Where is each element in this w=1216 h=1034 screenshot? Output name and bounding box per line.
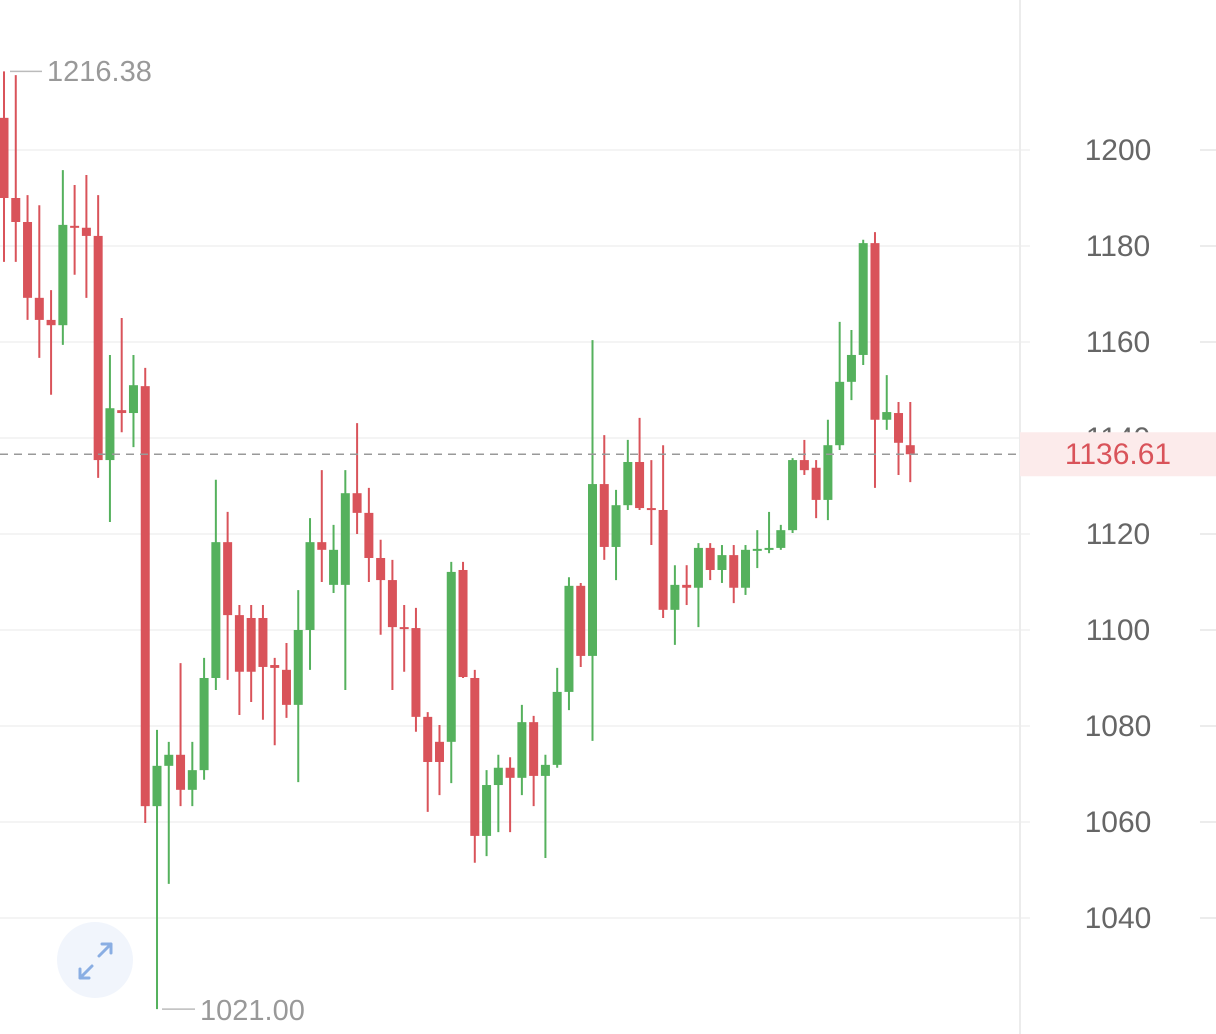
- candle-body: [599, 484, 609, 547]
- candle-body: [117, 410, 127, 414]
- candle-body: [823, 445, 833, 500]
- candle-body: [329, 549, 339, 585]
- candle-body: [305, 542, 315, 630]
- candle-body: [340, 493, 350, 585]
- candle-body: [576, 585, 586, 656]
- candle-body: [882, 412, 892, 420]
- y-tick-label: 1200: [1085, 134, 1152, 167]
- candle-body: [234, 615, 244, 672]
- candle-body: [387, 580, 397, 628]
- candle-body: [164, 754, 174, 766]
- candle-body: [70, 225, 80, 228]
- candle-body: [858, 243, 868, 355]
- candle-body: [564, 585, 574, 692]
- candle-body: [187, 770, 197, 790]
- candle-body: [588, 484, 597, 656]
- expand-button[interactable]: [57, 922, 133, 998]
- candle-body: [93, 235, 103, 461]
- candle-body: [552, 691, 562, 765]
- last-price-box: [1020, 432, 1216, 477]
- candle-body: [399, 627, 409, 630]
- candle-body: [752, 548, 762, 551]
- candles: [0, 71, 915, 1010]
- candle-body: [211, 542, 221, 678]
- y-tick-label: 1080: [1085, 710, 1152, 743]
- candle-body: [317, 542, 327, 550]
- y-tick-label: 1040: [1085, 902, 1152, 935]
- candle-body: [670, 584, 680, 610]
- candle-body: [434, 741, 444, 762]
- candle-body: [0, 117, 9, 198]
- candle-body: [493, 767, 503, 786]
- candle-body: [846, 354, 856, 382]
- candle-body: [470, 677, 480, 836]
- candle-body: [635, 461, 645, 509]
- expand-button-bg[interactable]: [57, 922, 133, 998]
- candle-body: [611, 505, 621, 547]
- candle-body: [764, 547, 774, 550]
- overlay: 1216.38 1021.00 1136.61: [0, 56, 1216, 1027]
- candle-body: [894, 413, 904, 443]
- candle-body: [352, 493, 362, 513]
- low-marker-label: 1021.00: [200, 995, 305, 1027]
- candle-body: [246, 617, 256, 672]
- candle-body: [540, 764, 550, 776]
- candle-body: [140, 386, 150, 807]
- y-tick-label: 1100: [1086, 614, 1151, 647]
- candle-body: [693, 547, 703, 588]
- candle-body: [128, 385, 138, 414]
- candle-body: [46, 319, 56, 326]
- candle-body: [281, 669, 291, 705]
- candle-body: [411, 628, 421, 717]
- candle-body: [517, 722, 527, 778]
- candle-body: [293, 629, 303, 705]
- candle-body: [799, 460, 809, 471]
- candle-body: [258, 617, 268, 667]
- candle-body: [811, 467, 821, 500]
- candle-body: [788, 460, 798, 531]
- candle-body: [105, 408, 115, 461]
- candle-body: [646, 508, 656, 511]
- grid: 104010601080110011201140116011801200: [0, 134, 1216, 935]
- candle-body: [717, 555, 727, 570]
- candle-body: [223, 542, 233, 616]
- expand-icon[interactable]: [78, 942, 113, 980]
- candle-body: [776, 530, 786, 548]
- y-tick-label: 1060: [1085, 806, 1152, 839]
- candle-body: [705, 547, 715, 570]
- candle-body: [482, 785, 492, 836]
- candle-body: [376, 557, 386, 581]
- high-marker-label: 1216.38: [47, 56, 152, 88]
- candle-body: [505, 767, 515, 778]
- candle-body: [364, 512, 374, 558]
- candle-body: [682, 584, 692, 588]
- candle-body: [58, 224, 68, 326]
- candle-body: [176, 754, 186, 790]
- y-tick-label: 1180: [1086, 230, 1151, 263]
- candle-body: [623, 461, 633, 506]
- candle-body: [905, 445, 915, 455]
- candle-body: [199, 677, 209, 771]
- candle-body: [458, 569, 468, 678]
- candle-body: [729, 555, 739, 588]
- candle-body: [152, 765, 162, 807]
- candle-body: [529, 722, 539, 776]
- candle-body: [446, 571, 456, 742]
- candle-body: [835, 381, 845, 446]
- candle-body: [34, 297, 44, 320]
- last-price-label: 1136.61: [1065, 438, 1171, 471]
- candle-body: [11, 197, 21, 222]
- candle-body: [23, 221, 33, 298]
- y-tick-label: 1160: [1086, 326, 1151, 359]
- candle-body: [81, 227, 91, 236]
- candle-body: [270, 665, 280, 668]
- candle-body: [741, 549, 751, 588]
- candle-body: [423, 716, 433, 762]
- candle-body: [658, 509, 668, 610]
- y-tick-label: 1120: [1086, 518, 1151, 551]
- candle-body: [870, 243, 880, 420]
